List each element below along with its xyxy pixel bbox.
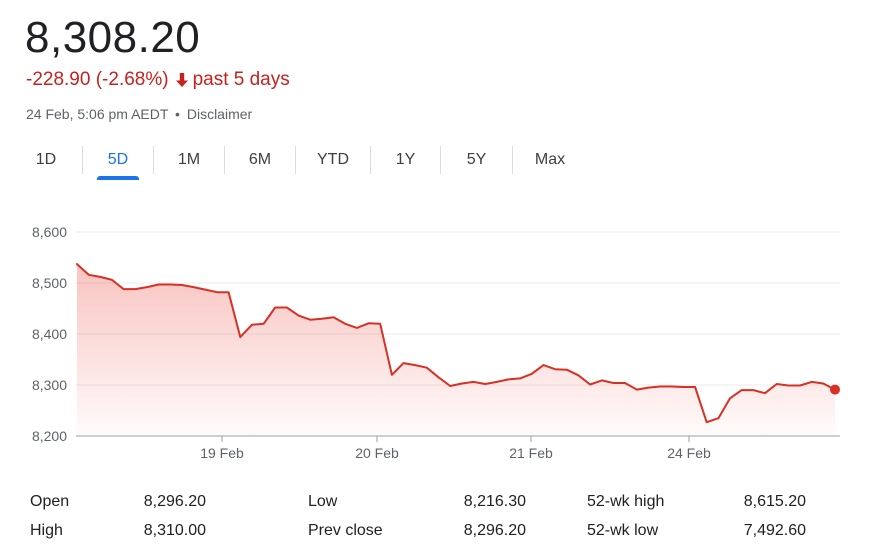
stats-table: Open 8,296.20 High 8,310.00 Low 8,216.30… xyxy=(0,487,878,557)
tab-divider xyxy=(440,146,441,174)
tab-divider xyxy=(224,146,225,174)
tab-5d[interactable]: 5D xyxy=(83,140,153,180)
quote-meta: 24 Feb, 5:06 pm AEDT • Disclaimer xyxy=(26,105,252,123)
series-area xyxy=(77,264,835,436)
tab-6m[interactable]: 6M xyxy=(248,151,272,168)
tab-ytd[interactable]: YTD xyxy=(317,151,349,168)
meta-separator: • xyxy=(175,106,180,122)
range-tabs: 1D 5D 1M 6M YTD 1Y 5Y Max xyxy=(10,140,587,182)
current-value-dot xyxy=(830,384,840,395)
y-tick-label: 8,600 xyxy=(32,224,67,240)
tab-divider xyxy=(295,146,296,174)
prev-close-label: Prev close xyxy=(308,522,383,539)
high-label: High xyxy=(30,522,63,539)
tab-divider xyxy=(153,146,154,174)
x-tick-label: 21 Feb xyxy=(509,445,553,461)
y-tick-label: 8,400 xyxy=(32,326,67,342)
y-tick-label: 8,500 xyxy=(32,275,67,291)
tab-divider xyxy=(512,146,513,174)
prev-close-value: 8,296.20 xyxy=(463,522,526,539)
tab-5y[interactable]: 5Y xyxy=(466,151,487,168)
y-tick-label: 8,300 xyxy=(32,377,67,393)
52wk-low-value: 7,492.60 xyxy=(743,522,806,539)
52wk-high-label: 52-wk high xyxy=(587,493,665,510)
arrow-down-icon xyxy=(174,70,190,90)
y-tick-label: 8,200 xyxy=(32,428,67,444)
tab-1y[interactable]: 1Y xyxy=(395,151,416,168)
tab-divider xyxy=(370,146,371,174)
x-tick-label: 20 Feb xyxy=(355,445,399,461)
disclaimer-link[interactable]: Disclaimer xyxy=(186,106,253,122)
low-label: Low xyxy=(308,493,338,510)
x-tick-label: 19 Feb xyxy=(200,445,244,461)
price-change-row: -228.90 (-2.68%) past 5 days xyxy=(26,68,290,92)
low-value: 8,216.30 xyxy=(463,493,526,510)
tab-1m[interactable]: 1M xyxy=(177,151,201,168)
price-chart[interactable]: 8,600 8,500 8,400 8,300 8,200 19 Feb 20 Feb 21… xyxy=(0,200,878,480)
52wk-high-value: 8,615.20 xyxy=(743,493,806,510)
high-value: 8,310.00 xyxy=(143,522,206,539)
change-period: past 5 days xyxy=(192,69,290,90)
52wk-low-label: 52-wk low xyxy=(587,522,659,539)
open-label: Open xyxy=(30,493,70,510)
series-line xyxy=(76,263,836,424)
price-change: -228.90 (-2.68%) xyxy=(26,69,169,90)
tab-max[interactable]: Max xyxy=(534,151,566,168)
tab-1d[interactable]: 1D xyxy=(35,151,57,168)
x-tick-label: 24 Feb xyxy=(667,445,711,461)
price-chart-svg[interactable]: 8,600 8,500 8,400 8,300 8,200 19 Feb 20 Feb 21… xyxy=(0,200,878,480)
current-price: 8,308.20 xyxy=(25,13,201,62)
open-value: 8,296.20 xyxy=(143,493,206,510)
quote-timestamp: 24 Feb, 5:06 pm AEDT xyxy=(26,106,169,122)
